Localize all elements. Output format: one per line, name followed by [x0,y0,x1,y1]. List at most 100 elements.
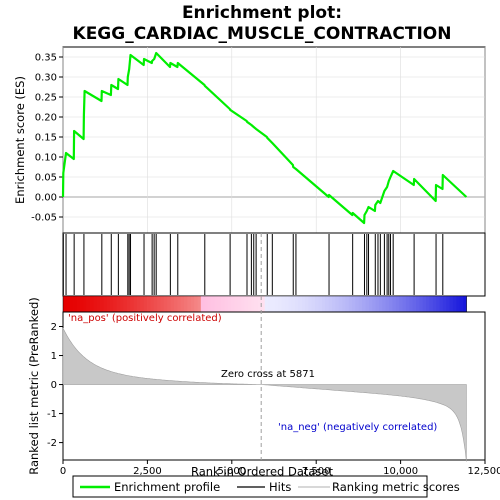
color-bar-segment [76,296,81,312]
color-bar-segment [106,296,111,312]
color-bar-segment [372,296,377,312]
hits-panel-frame [62,232,486,297]
color-bar-segment [160,296,165,312]
rank-color-bar [62,295,467,313]
color-bar-segment [237,296,242,312]
color-bar-segment [422,296,427,312]
color-bar-segment [362,296,366,312]
color-bar-segment [342,296,346,312]
color-bar-segment [331,296,336,312]
x-tick-label: 5,000 [217,466,246,477]
es-panel-frame [62,46,486,234]
color-bar-segment [459,296,464,312]
color-bar-segment [173,296,178,312]
color-bar-segment [274,296,279,312]
color-bar-segment [224,296,229,312]
color-bar-segment [345,296,350,312]
legend-label-metric: Ranking metric scores [332,480,460,494]
color-bar-segment [184,296,188,312]
color-bar-segment [288,296,293,312]
color-bar-segment [395,296,400,312]
es-y-tick-label: 0.15 [35,133,57,144]
color-bar-segment [452,296,457,312]
color-bar-segment [177,296,182,312]
x-axis-label: Rank in Ordered Dataset [191,464,334,478]
metric-y-tick-label: 0 [51,380,57,391]
color-bar-segment [335,296,340,312]
color-bar-segment [278,296,282,312]
color-bar-segment [194,296,198,312]
color-bar-segment [89,296,94,312]
color-bar-segment [261,296,266,312]
es-y-tick-label: 0.05 [35,173,57,184]
metric-y-axis-label: Ranked list metric (PreRanked) [27,297,41,475]
color-bar-segment [163,296,168,312]
metric-panel: -2 -1 0 1 2 'na_pos' (positively correlated)… [47,233,486,462]
enrichment-profile-line [61,51,468,225]
color-bar-segment [123,296,128,312]
color-bar-segment [409,296,414,312]
color-bar-segment [79,296,84,312]
color-bar-segment [227,296,232,312]
color-bar-segment [338,296,343,312]
color-bar-segment [281,296,286,312]
color-bar-segment [113,296,118,312]
color-bar-segment [190,296,195,312]
color-bar-segment [375,296,380,312]
color-bar-segment [251,296,256,312]
color-bar-segment [110,296,114,312]
x-tick-label: 2,500 [133,466,162,477]
color-bar-segment [180,296,185,312]
color-bar-segment [187,296,192,312]
x-tick-label: 10,000 [383,466,418,477]
color-bar-segment [315,296,319,312]
color-bar-segment [301,296,306,312]
color-bar-segment [416,296,420,312]
x-tick-label: 7,500 [302,466,331,477]
color-bar-segment [432,296,437,312]
color-bar-segment [382,296,387,312]
color-bar-segment [298,296,303,312]
color-bar-segment [284,296,289,312]
x-axis: 0 2,500 5,000 7,500 10,000 12,500 [60,460,500,477]
color-bar-segment [207,296,212,312]
color-bar-segment [392,296,397,312]
color-bar-segment [456,296,461,312]
color-bar-segment [83,296,87,312]
color-bar-segment [399,296,403,312]
color-bar-segment [221,296,225,312]
color-bar-segment [150,296,155,312]
color-bar-segment [86,296,91,312]
color-bar-segment [389,296,393,312]
color-bar-segment [63,296,67,312]
color-bar-segment [449,296,454,312]
color-bar-segment [126,296,131,312]
legend-label-hits: Hits [269,480,291,494]
color-bar-segment [311,296,316,312]
color-bar-segment [355,296,360,312]
color-bar-segment [214,296,219,312]
color-bar-segment [244,296,249,312]
x-tick-label: 0 [60,466,66,477]
color-bar-segment [439,296,444,312]
color-bar-segment [305,296,309,312]
es-y-tick-label: 0.00 [35,193,57,204]
color-bar-segment [379,296,383,312]
legend: Enrichment profile Hits Ranking metric s… [72,475,460,498]
color-bar-segment [143,296,148,312]
es-y-tick-label: 0.10 [35,153,57,164]
color-bar-segment [358,296,363,312]
color-bar-segment [103,296,108,312]
color-bar-segment [234,296,239,312]
color-bar-segment [136,296,141,312]
chart-title-line2: KEGG_CARDIAC_MUSCLE_CONTRACTION [73,24,452,44]
color-bar-segment [147,296,151,312]
color-bar-segment [385,296,390,312]
color-bar-segment [442,296,447,312]
color-bar-segment [268,296,272,312]
metric-y-tick-label: 2 [51,322,57,333]
color-bar-segment [120,296,124,312]
metric-y-tick-label: -1 [47,409,57,420]
color-bar-segment [405,296,410,312]
color-bar-segment [96,296,101,312]
